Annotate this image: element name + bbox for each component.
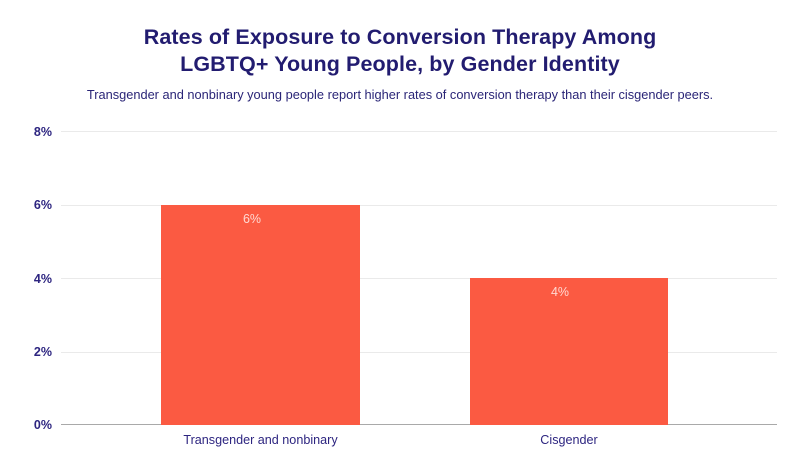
y-axis-tick-label-0: 0% bbox=[33, 418, 52, 432]
x-axis-tick-label-transgender-and-nonbinary: Transgender and nonbinary bbox=[183, 433, 338, 447]
y-axis-tick-label-8: 8% bbox=[33, 125, 52, 139]
axis-baseline-0 bbox=[61, 424, 777, 426]
chart-title-line-1: Rates of Exposure to Conversion Therapy … bbox=[143, 25, 657, 49]
x-axis-tick-label-cisgender: Cisgender bbox=[540, 433, 598, 447]
y-axis-tick-label-6: 6% bbox=[33, 198, 52, 212]
gridline-8 bbox=[61, 131, 777, 132]
gridline-2 bbox=[61, 351, 777, 353]
y-axis-tick-label-4: 4% bbox=[33, 272, 52, 286]
chart-title-line-2: LGBTQ+ Young People, by Gender Identity bbox=[180, 52, 620, 76]
bar-cisgender[interactable]: 4% bbox=[470, 278, 668, 425]
chart-subtitle: Transgender and nonbinary young people r… bbox=[86, 87, 714, 102]
bar-transgender-and-nonbinary[interactable]: 6% bbox=[161, 204, 360, 425]
gridline-6 bbox=[61, 204, 777, 206]
bar-value-label-1: 6% bbox=[242, 211, 262, 226]
plot-area: 6% 4% bbox=[61, 131, 777, 426]
y-axis-tick-label-2: 2% bbox=[33, 345, 52, 359]
bar-value-label-2: 4% bbox=[550, 285, 570, 299]
chart-title: Rates of Exposure to Conversion Therapy … bbox=[0, 24, 800, 78]
gridline-4 bbox=[61, 278, 777, 279]
